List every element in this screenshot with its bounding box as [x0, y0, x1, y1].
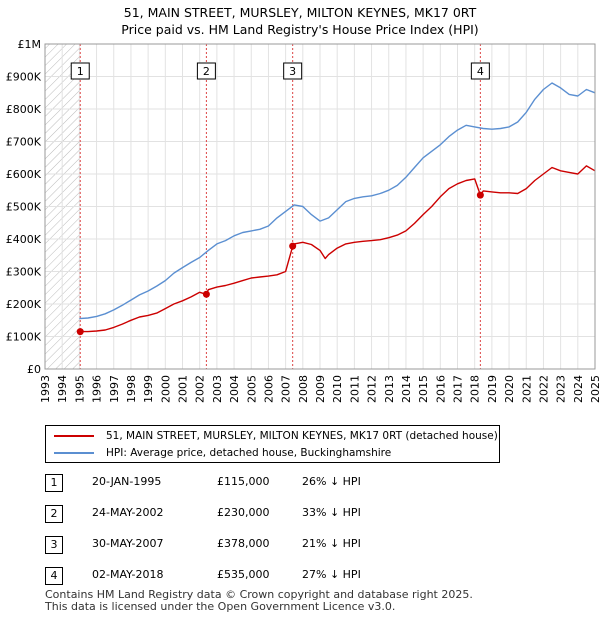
- transaction-hpi: 26% ↓ HPI: [302, 475, 361, 488]
- x-tick-label: 2000: [159, 375, 172, 403]
- x-tick-label: 2017: [452, 375, 465, 403]
- x-tick-label: 2002: [194, 375, 207, 403]
- x-tick-label: 2003: [211, 375, 224, 403]
- sale-number-label: 4: [477, 65, 484, 78]
- transaction-number: 1: [45, 474, 63, 492]
- price-chart: £0 £100K £200K £300K £400K £500K £600K £700K £80…: [6, 38, 600, 403]
- chart-title-line1: 51, MAIN STREET, MURSLEY, MILTON KEYNES,…: [123, 5, 477, 20]
- x-tick-label: 2025: [589, 375, 600, 403]
- y-tick-label: £400K: [6, 233, 42, 246]
- y-tick-label: £700K: [6, 136, 42, 149]
- x-tick-label: 2020: [503, 375, 516, 403]
- legend: 51, MAIN STREET, MURSLEY, MILTON KEYNES,…: [45, 425, 500, 463]
- x-tick-label: 2018: [469, 375, 482, 403]
- footer-licence: This data is licensed under the Open Gov…: [45, 600, 396, 613]
- transaction-hpi: 33% ↓ HPI: [302, 506, 361, 519]
- sale-number-box: [70, 62, 90, 80]
- sale-point: [476, 191, 484, 199]
- x-tick-label: 2010: [331, 375, 344, 403]
- sale-number-box: [470, 62, 490, 80]
- y-tick-label: £100K: [6, 331, 42, 344]
- x-tick-label: 2011: [348, 375, 361, 403]
- transaction-hpi: 27% ↓ HPI: [302, 568, 361, 581]
- x-tick-label: 1999: [142, 375, 155, 403]
- x-tick-label: 2007: [280, 375, 293, 403]
- property-price-line: [80, 165, 596, 333]
- legend-swatch-hpi: [54, 452, 94, 454]
- x-tick-label: 2019: [486, 375, 499, 403]
- x-tick-label: 2013: [383, 375, 396, 403]
- transaction-date: 30-MAY-2007: [92, 537, 164, 550]
- x-tick-label: 2008: [297, 375, 310, 403]
- sale-point: [76, 328, 84, 336]
- x-tick-label: 2021: [520, 375, 533, 403]
- sale-point: [202, 290, 210, 298]
- sale-number-label: 2: [203, 65, 210, 78]
- footer-copyright: Contains HM Land Registry data © Crown c…: [45, 588, 473, 601]
- x-tick-label: 2012: [366, 375, 379, 403]
- chart-title: 51, MAIN STREET, MURSLEY, MILTON KEYNES,…: [0, 4, 600, 38]
- transaction-price: £535,000: [217, 568, 270, 581]
- y-tick-label: £500K: [6, 201, 42, 214]
- x-tick-label: 2014: [400, 375, 413, 403]
- y-tick-label: £900K: [6, 71, 42, 84]
- x-tick-label: 2024: [572, 375, 585, 403]
- legend-item-property: 51, MAIN STREET, MURSLEY, MILTON KEYNES,…: [54, 428, 498, 444]
- hpi-line: [79, 82, 596, 320]
- legend-swatch-property: [54, 435, 94, 437]
- legend-item-hpi: HPI: Average price, detached house, Buck…: [54, 445, 391, 461]
- transaction-price: £230,000: [217, 506, 270, 519]
- sale-number-box: [196, 62, 216, 80]
- x-tick-label: 1996: [91, 375, 104, 403]
- x-tick-label: 2015: [417, 375, 430, 403]
- legend-label-hpi: HPI: Average price, detached house, Buck…: [106, 447, 392, 459]
- sale-number-box: [283, 62, 303, 80]
- x-tick-label: 2005: [245, 375, 258, 403]
- x-tick-label: 1997: [108, 375, 121, 403]
- transaction-number: 2: [45, 505, 63, 523]
- x-tick-label: 2006: [262, 375, 275, 403]
- plot-frame: [44, 43, 596, 370]
- x-tick-label: 2009: [314, 375, 327, 403]
- x-tick-label: 1995: [73, 375, 86, 403]
- transaction-number: 3: [45, 536, 63, 554]
- x-tick-label: 1994: [56, 375, 69, 403]
- x-tick-label: 2016: [434, 375, 447, 403]
- x-tick-label: 2023: [555, 375, 568, 403]
- x-tick-label: 2022: [537, 375, 550, 403]
- chart-title-line2: Price paid vs. HM Land Registry's House …: [121, 22, 479, 37]
- x-tick-label: 1998: [125, 375, 138, 403]
- y-tick-label: £300K: [6, 266, 42, 279]
- y-tick-label: £600K: [6, 168, 42, 181]
- x-tick-label: 1993: [39, 375, 52, 403]
- transaction-hpi: 21% ↓ HPI: [302, 537, 361, 550]
- transaction-price: £115,000: [217, 475, 270, 488]
- footer: Contains HM Land Registry data © Crown c…: [45, 589, 473, 613]
- y-tick-label: £1M: [18, 38, 42, 51]
- transaction-date: 20-JAN-1995: [92, 475, 162, 488]
- transaction-date: 02-MAY-2018: [92, 568, 164, 581]
- legend-label-property: 51, MAIN STREET, MURSLEY, MILTON KEYNES,…: [106, 430, 498, 442]
- y-tick-label: £800K: [6, 103, 42, 116]
- transaction-price: £378,000: [217, 537, 270, 550]
- x-tick-label: 2004: [228, 375, 241, 403]
- sale-number-label: 3: [289, 65, 296, 78]
- x-tick-label: 2001: [177, 375, 190, 403]
- transaction-date: 24-MAY-2002: [92, 506, 164, 519]
- sale-point: [289, 242, 297, 250]
- sale-number-label: 1: [77, 65, 84, 78]
- transaction-number: 4: [45, 567, 63, 585]
- y-tick-label: £0: [27, 363, 41, 376]
- y-tick-label: £200K: [6, 298, 42, 311]
